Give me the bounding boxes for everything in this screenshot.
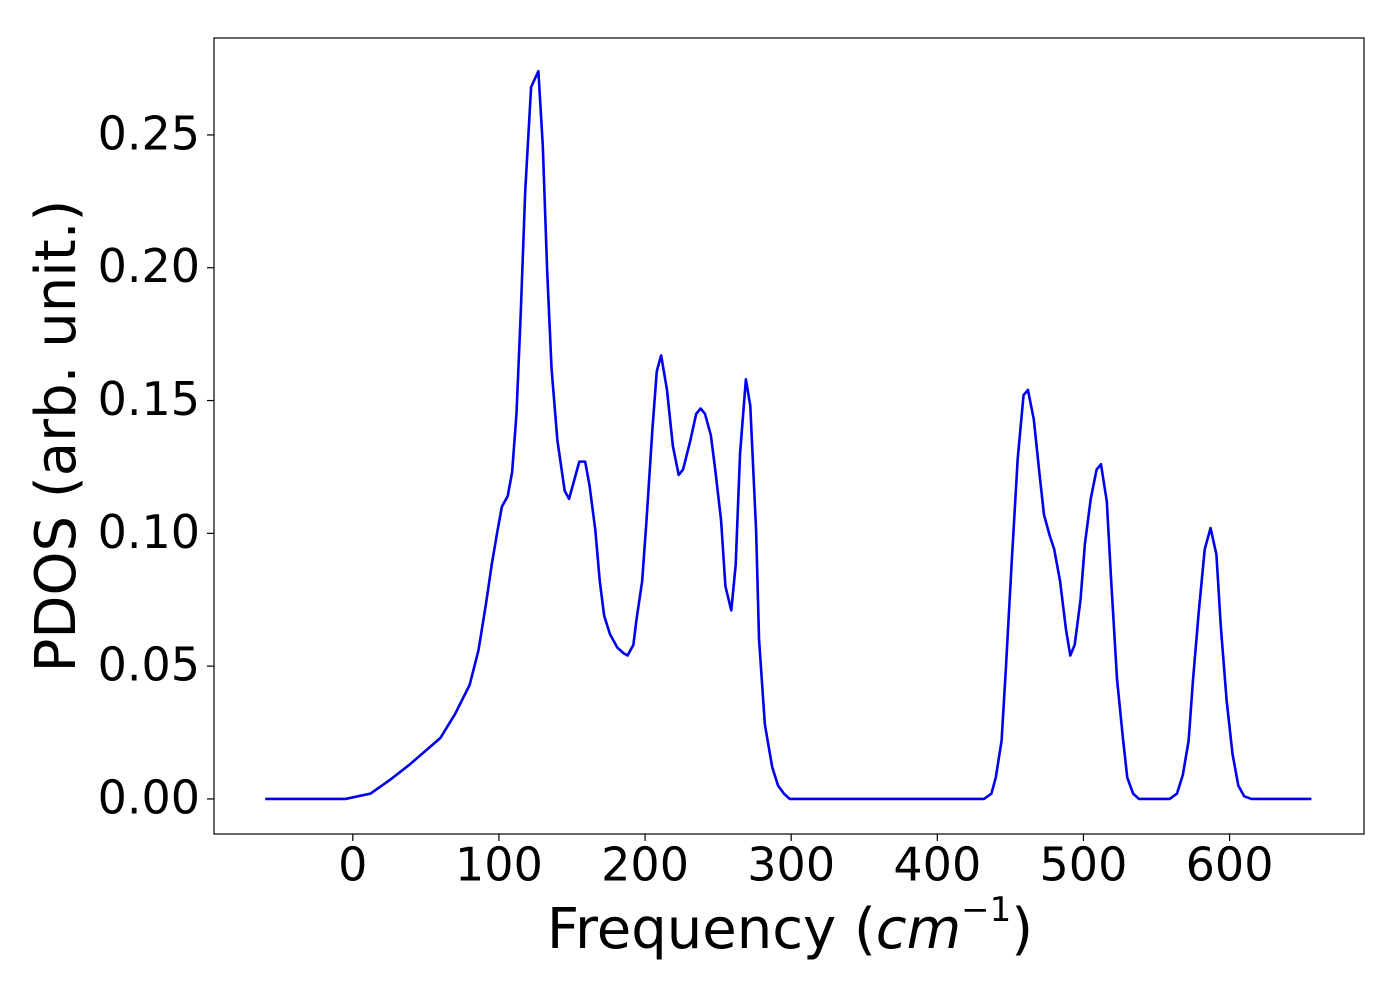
x-tick-label: 600 <box>1186 838 1274 892</box>
x-tick-label: 400 <box>893 838 981 892</box>
x-tick-label: 300 <box>747 838 835 892</box>
x-axis-label: Frequency (cm−1) <box>547 890 1033 963</box>
data-line <box>265 69 1312 801</box>
y-tick-label: 0.00 <box>98 770 200 824</box>
y-tick-label: 0.20 <box>98 239 200 293</box>
plot-frame <box>213 37 1365 835</box>
y-tick-label: 0.10 <box>98 505 200 559</box>
x-tick-label: 200 <box>601 838 689 892</box>
x-tick-label: 500 <box>1040 838 1128 892</box>
y-tick-label: 0.15 <box>98 372 200 426</box>
x-tick-label: 0 <box>338 838 367 892</box>
x-tick-label: 100 <box>455 838 543 892</box>
y-tick-label: 0.05 <box>98 638 200 692</box>
y-axis-label: PDOS (arb. unit.) <box>24 200 89 673</box>
y-tick-label: 0.25 <box>98 106 200 160</box>
